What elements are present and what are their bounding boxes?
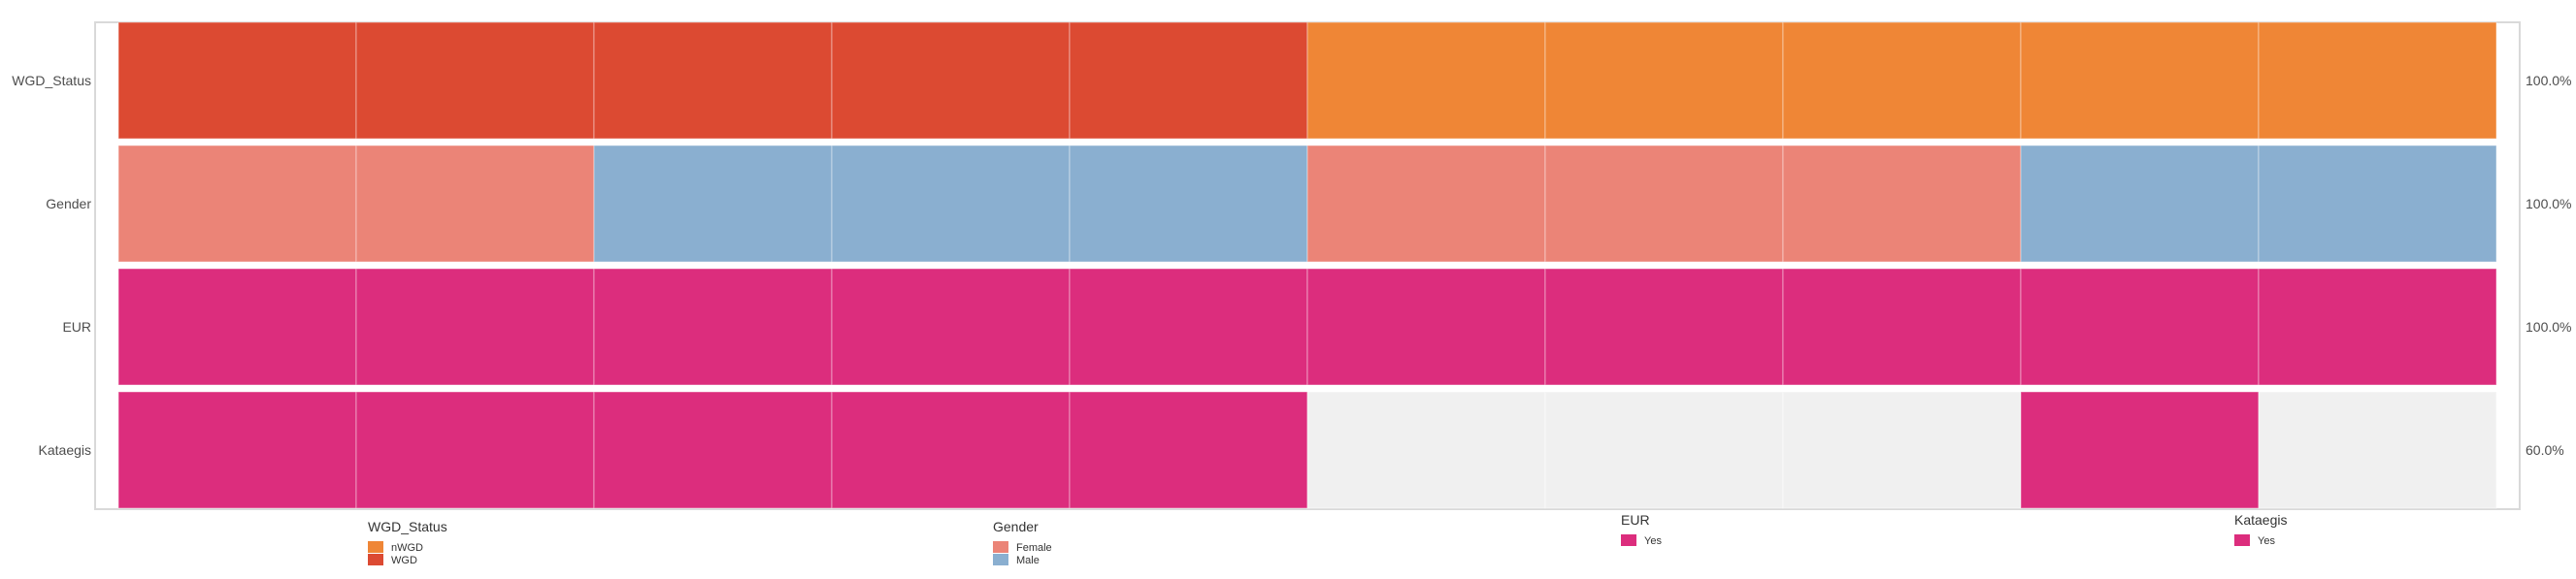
row-percentage-wgd-status: 100.0%	[2526, 73, 2571, 88]
cell-eur-4	[831, 268, 1071, 386]
legend-kataegis: Kataegis Yes	[2234, 512, 2287, 547]
cell-eur-7	[1544, 268, 1784, 386]
cell-eur-6	[1306, 268, 1546, 386]
row-label-gender: Gender	[46, 196, 91, 211]
legend-label-eur-yes: Yes	[1644, 535, 1662, 547]
cell-eur-5	[1069, 268, 1308, 386]
legend-label-kataegis-yes: Yes	[2258, 535, 2275, 547]
legend-label-gender-female: Female	[1016, 542, 1052, 554]
legends: WGD_StatusnWGDWGDGenderFemaleMaleEURYesK…	[368, 512, 2287, 566]
cell-wgd-status-8	[1782, 21, 2022, 140]
legend-swatch-gender-female	[993, 541, 1008, 553]
row-label-kataegis: Kataegis	[39, 442, 91, 458]
cell-wgd-status-10	[2258, 21, 2497, 140]
legend-swatch-kataegis-yes	[2234, 534, 2250, 546]
row-label-eur: EUR	[62, 319, 91, 335]
cell-wgd-status-2	[355, 21, 595, 140]
cell-wgd-status-6	[1306, 21, 1546, 140]
row-percentage-kataegis: 60.0%	[2526, 442, 2564, 458]
cell-kataegis-2	[355, 391, 595, 509]
cell-kataegis-6	[1306, 391, 1546, 509]
cell-eur-8	[1782, 268, 2022, 386]
cell-gender-4	[831, 145, 1071, 263]
cell-wgd-status-4	[831, 21, 1071, 140]
cell-gender-7	[1544, 145, 1784, 263]
legend-label-gender-male: Male	[1016, 555, 1040, 566]
cell-wgd-status-7	[1544, 21, 1784, 140]
legend-swatch-wgd-status-wgd	[368, 554, 383, 565]
cell-wgd-status-3	[593, 21, 833, 140]
legend-title-eur: EUR	[1621, 512, 1650, 528]
cell-eur-2	[355, 268, 595, 386]
cell-eur-1	[117, 268, 357, 386]
cell-gender-8	[1782, 145, 2022, 263]
cell-kataegis-4	[831, 391, 1071, 509]
cell-gender-5	[1069, 145, 1308, 263]
legend-swatch-wgd-status-nwgd	[368, 541, 383, 553]
cell-kataegis-9	[2020, 391, 2260, 509]
legend-eur: EUR Yes	[1621, 512, 1662, 547]
legend-swatch-eur-yes	[1621, 534, 1636, 546]
legend-label-wgd-status-nwgd: nWGD	[391, 542, 423, 554]
legend-title-wgd-status: WGD_Status	[368, 519, 447, 534]
cell-gender-6	[1306, 145, 1546, 263]
cell-gender-2	[355, 145, 595, 263]
legend-title-kataegis: Kataegis	[2234, 512, 2287, 528]
row-percentages: 100.0% 100.0% 100.0% 60.0%	[2526, 73, 2571, 458]
legend-label-wgd-status-wgd: WGD	[391, 555, 417, 566]
cell-eur-3	[593, 268, 833, 386]
cell-wgd-status-1	[117, 21, 357, 140]
cell-eur-9	[2020, 268, 2260, 386]
cell-wgd-status-9	[2020, 21, 2260, 140]
cell-kataegis-5	[1069, 391, 1308, 509]
row-percentage-gender: 100.0%	[2526, 196, 2571, 211]
cell-gender-9	[2020, 145, 2260, 263]
row-percentage-eur: 100.0%	[2526, 319, 2571, 335]
cell-gender-1	[117, 145, 357, 263]
cell-kataegis-7	[1544, 391, 1784, 509]
row-labels: WGD_Status Gender EUR Kataegis	[12, 73, 91, 458]
cell-gender-3	[593, 145, 833, 263]
cell-eur-10	[2258, 268, 2497, 386]
cell-kataegis-8	[1782, 391, 2022, 509]
legend-swatch-gender-male	[993, 554, 1008, 565]
cell-kataegis-3	[593, 391, 833, 509]
cell-grid	[117, 21, 2497, 509]
row-label-wgd-status: WGD_Status	[12, 73, 91, 88]
cell-kataegis-10	[2258, 391, 2497, 509]
cell-wgd-status-5	[1069, 21, 1308, 140]
cell-gender-10	[2258, 145, 2497, 263]
cell-kataegis-1	[117, 391, 357, 509]
legend-title-gender: Gender	[993, 519, 1039, 534]
